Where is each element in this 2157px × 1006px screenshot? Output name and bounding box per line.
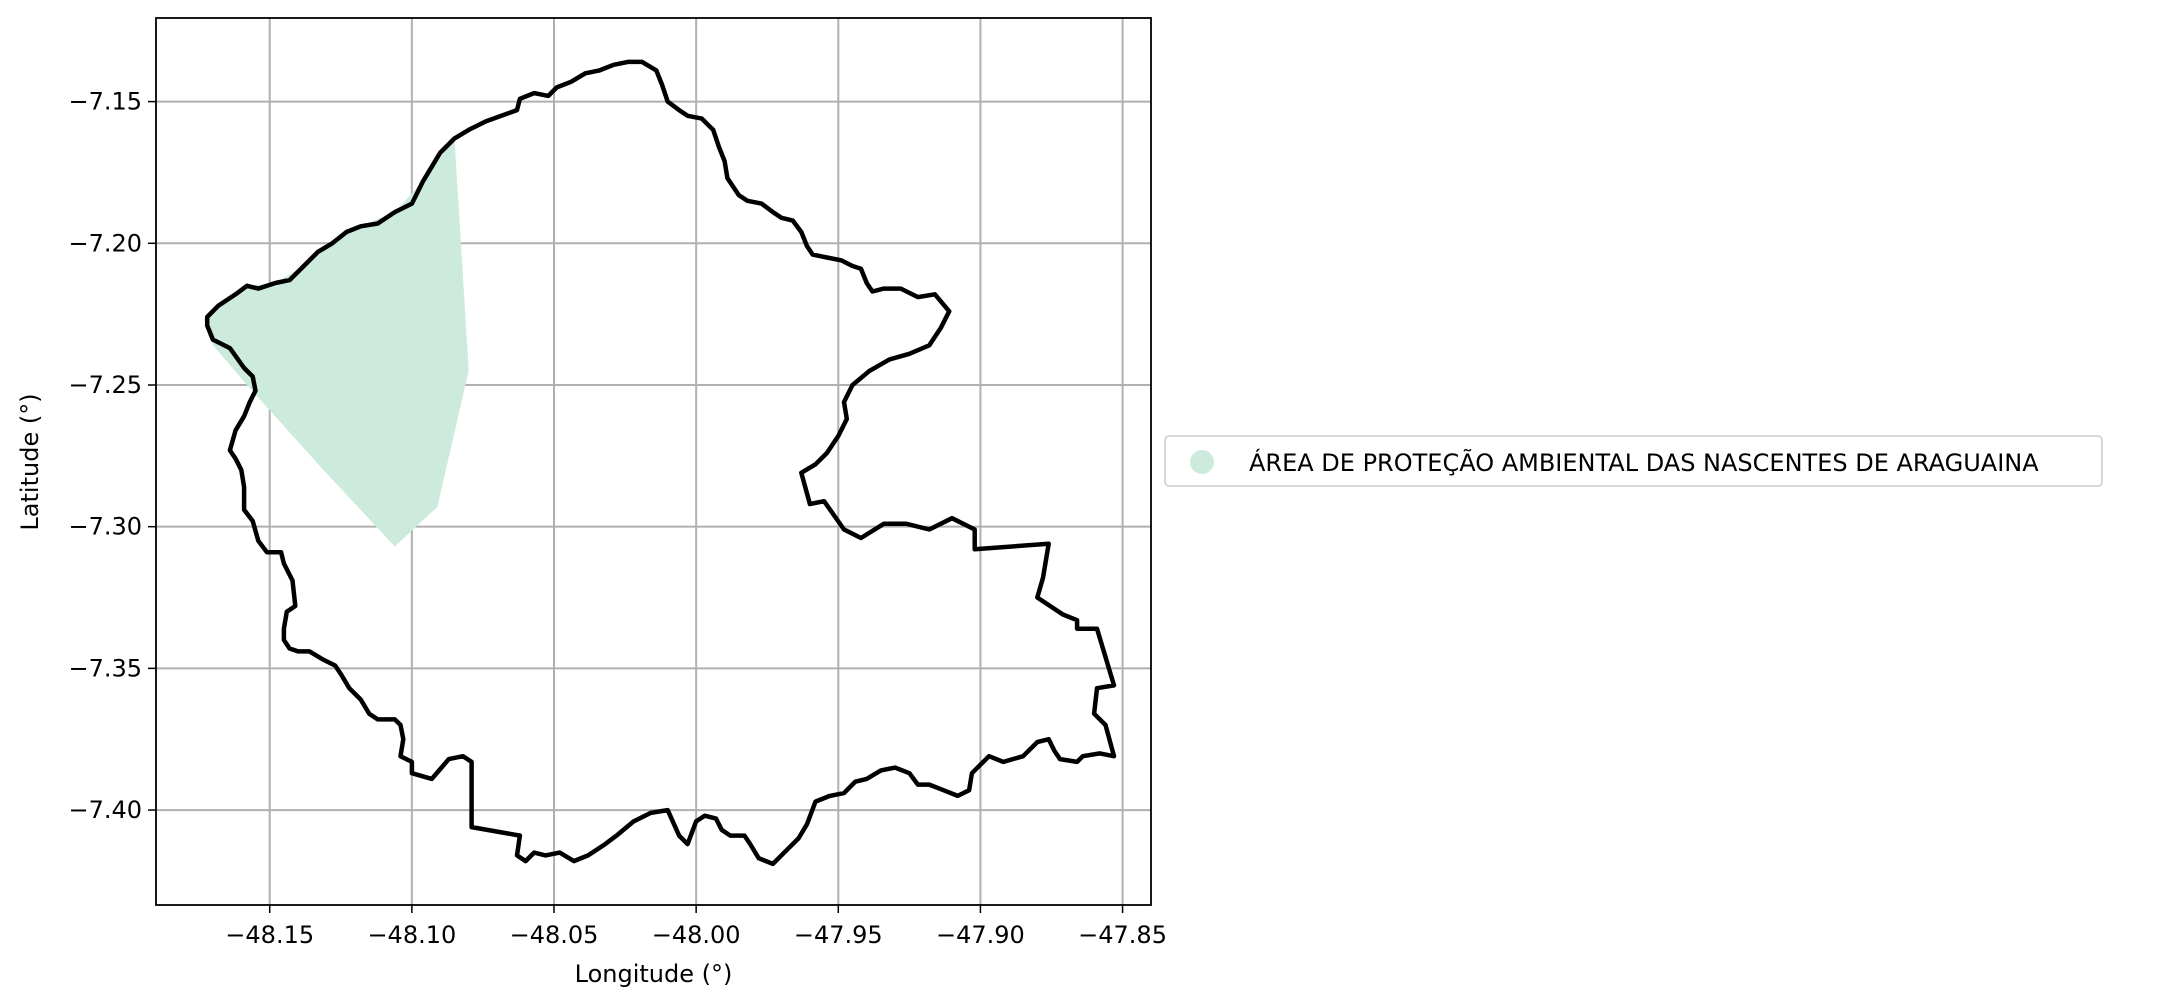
- y-tick-label: −7.40: [68, 796, 142, 824]
- x-tick-label: −48.15: [225, 921, 314, 949]
- x-tick-label: −47.85: [1078, 921, 1167, 949]
- x-tick-label: −48.10: [367, 921, 456, 949]
- y-tick-label: −7.15: [68, 88, 142, 116]
- y-tick-label: −7.25: [68, 371, 142, 399]
- x-axis-label: Longitude (°): [575, 960, 733, 988]
- y-tick-label: −7.20: [68, 229, 142, 257]
- y-axis-label: Latitude (°): [16, 393, 44, 530]
- y-tick-label: −7.30: [68, 513, 142, 541]
- legend: ÁREA DE PROTEÇÃO AMBIENTAL DAS NASCENTES…: [1165, 436, 2102, 486]
- x-tick-label: −47.95: [794, 921, 883, 949]
- legend-marker-circle: [1190, 450, 1214, 474]
- x-tick-label: −47.90: [936, 921, 1025, 949]
- y-tick-label: −7.35: [68, 654, 142, 682]
- x-tick-label: −48.05: [510, 921, 599, 949]
- x-tick-label: −48.00: [652, 921, 741, 949]
- legend-entry-label: ÁREA DE PROTEÇÃO AMBIENTAL DAS NASCENTES…: [1249, 447, 2039, 477]
